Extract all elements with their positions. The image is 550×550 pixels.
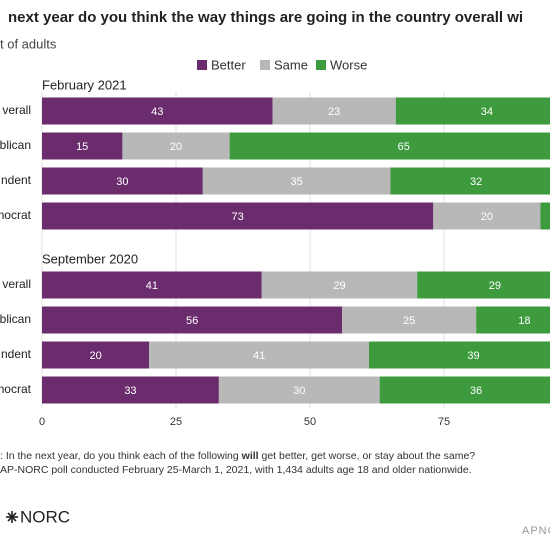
bar-segment [42,376,219,404]
group-label: February 2021 [42,77,127,92]
chart-title: next year do you think the way things ar… [8,9,523,26]
legend-label: Better [211,57,246,72]
bar-segment [261,271,418,299]
data-label: 56 [186,315,198,327]
category-label: ndent [1,347,32,361]
brand: APNO [522,525,550,537]
note-text: get better, get worse, or stay about the… [258,450,476,462]
note-bold: will [241,450,259,462]
bar-segment [42,341,150,369]
data-label: 20 [481,211,493,223]
bar-segment [395,97,550,125]
bar-segment [122,132,230,160]
note-text: : In the next year, do you think each of… [0,450,242,462]
legend-label: Worse [330,57,367,72]
data-label: 20 [170,141,182,153]
category-label: ndent [1,173,32,187]
data-label: 65 [398,141,410,153]
data-label: 30 [293,385,305,397]
category-label: mocrat [0,208,32,222]
legend-swatch [197,60,207,70]
logo-star [6,511,18,523]
x-tick-label: 25 [170,416,182,428]
data-label: 35 [290,176,302,188]
data-label: 25 [403,315,415,327]
bar-segment [540,202,550,230]
data-label: 15 [76,141,88,153]
data-label: 29 [489,280,501,292]
bar-segment [476,306,550,334]
data-label: 73 [232,211,244,223]
bar-segment [149,341,369,369]
bar-segment [218,376,380,404]
x-tick-label: 0 [39,416,45,428]
legend-label: Same [274,57,308,72]
data-label: 33 [124,385,136,397]
bar-segment [42,97,273,125]
category-label: verall [2,103,31,117]
data-label: 18 [518,315,530,327]
chart-subtitle: t of adults [0,36,57,51]
legend-swatch [316,60,326,70]
bar-segment [379,376,550,404]
category-label: mocrat [0,382,32,396]
source-note: AP-NORC poll conducted February 25-March… [0,464,472,476]
data-label: 39 [467,350,479,362]
x-tick-label: 75 [438,416,450,428]
bar-segment [390,167,550,195]
data-label: 34 [481,106,493,118]
question-note: : In the next year, do you think each of… [0,450,475,462]
bar-segment [229,132,550,160]
data-label: 32 [470,176,482,188]
category-label: verall [2,277,31,291]
data-label: 36 [470,385,482,397]
category-label: blican [0,138,31,152]
bar-segment [42,202,434,230]
data-label: 23 [328,106,340,118]
bar-segment [368,341,550,369]
bar-segment [42,132,123,160]
bar-segment [42,167,203,195]
bar-segment [417,271,550,299]
legend-swatch [260,60,270,70]
bar-segment [342,306,477,334]
logo-text: NORC [20,507,70,526]
bar-segment [42,271,262,299]
data-label: 29 [333,280,345,292]
bar-segment [272,97,396,125]
group-label: September 2020 [42,251,138,266]
logo: NORC [6,507,70,526]
data-label: 41 [146,280,158,292]
data-label: 43 [151,106,163,118]
data-label: 41 [253,350,265,362]
category-label: blican [0,312,31,326]
bar-segment [202,167,391,195]
bar-segment [433,202,541,230]
data-label: 30 [116,176,128,188]
bar-segment [42,306,343,334]
x-tick-label: 50 [304,416,316,428]
data-label: 20 [89,350,101,362]
